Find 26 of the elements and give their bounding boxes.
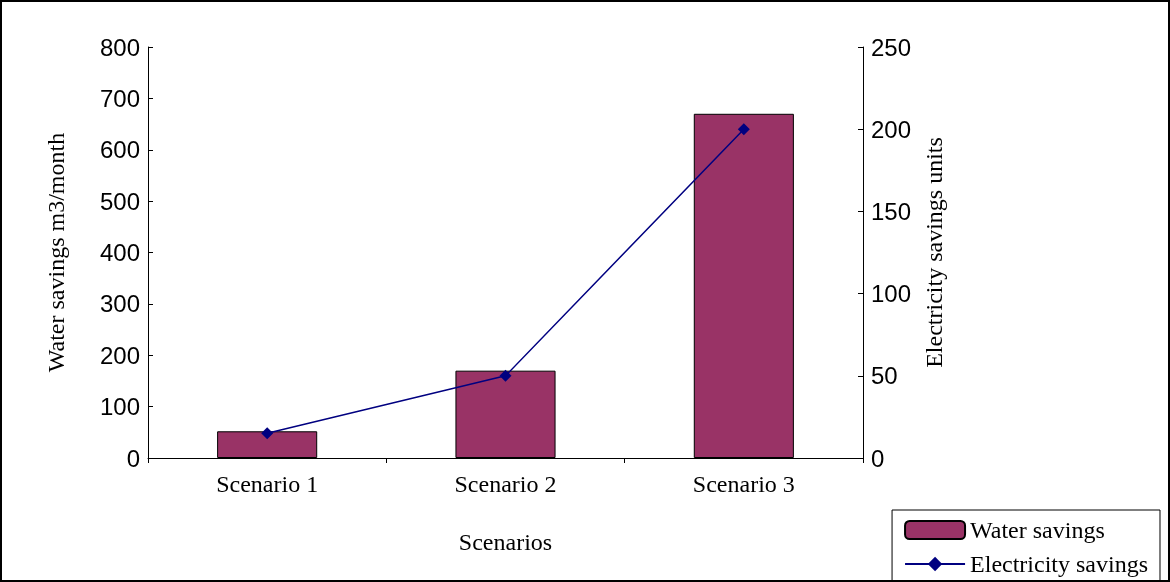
y2-tick-label: 200: [871, 115, 912, 143]
y-tick-label: 700: [99, 84, 140, 112]
x-tick-label: Scenario 1: [216, 471, 319, 497]
y2-tick-label: 100: [871, 280, 912, 308]
y-tick-label: 500: [99, 187, 140, 215]
y2-tick-label: 150: [871, 197, 912, 225]
x-tick-label: Scenario 2: [454, 471, 557, 497]
legend-label: Water savings: [970, 517, 1105, 543]
y-tick-label: 400: [99, 239, 140, 266]
y-tick-label: 800: [99, 33, 140, 61]
y2-tick-label: 0: [871, 444, 885, 472]
y-tick-label: 300: [99, 290, 140, 318]
y2-tick-label: 50: [871, 362, 898, 390]
y-axis-title: Water savings m3/month: [43, 132, 69, 373]
x-axis-title: Scenarios: [458, 529, 553, 555]
point: [499, 369, 512, 382]
y-tick-label: 200: [99, 341, 140, 369]
point: [737, 123, 750, 136]
y-tick-label: 100: [99, 393, 140, 421]
legend-label: Electricity savings: [970, 551, 1148, 577]
point: [261, 427, 274, 440]
y-tick-label: 600: [99, 136, 140, 164]
y-tick-label: 0: [126, 444, 140, 472]
y2-tick-label: 250: [871, 33, 912, 61]
y2-axis-title: Electricity savings units: [920, 137, 947, 368]
x-tick-label: Scenario 3: [692, 471, 795, 497]
